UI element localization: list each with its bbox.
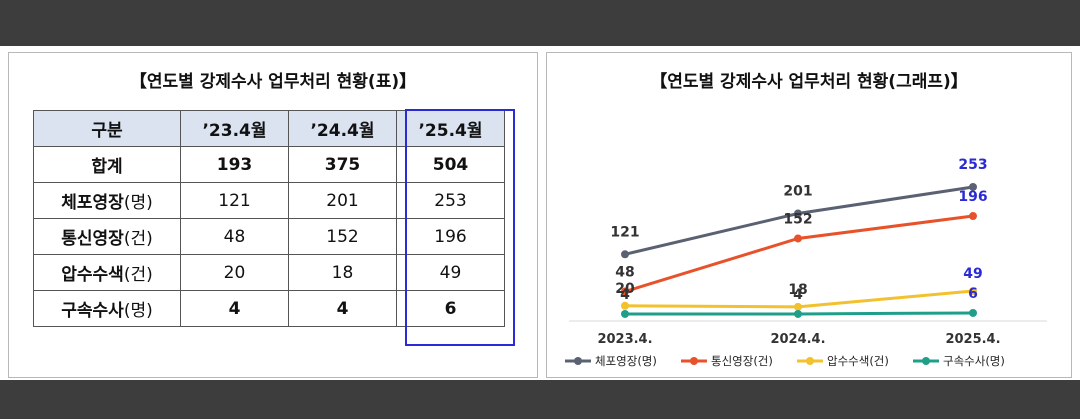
table-cell: 196 [396, 218, 505, 255]
table-cell: 201 [288, 182, 397, 219]
table-panel: 【연도별 강제수사 업무처리 현황(표)】 구분 ’23.4월 ’24.4월 ’… [8, 52, 538, 378]
legend-label: 압수수색(건) [827, 354, 889, 368]
table-cell: 504 [396, 146, 505, 183]
row-label: 구속수사(명) [33, 290, 181, 327]
data-point [969, 212, 977, 221]
data-point [621, 287, 629, 296]
table-row: 합계 193 375 504 [33, 146, 505, 183]
table-title: 【연도별 강제수사 업무처리 현황(표)】 [129, 72, 417, 92]
table-cell: 4 [288, 290, 397, 327]
data-label: 152 [783, 211, 812, 227]
data-label: 253 [958, 157, 987, 173]
header-cell: ’24.4월 [288, 110, 397, 147]
x-tick-label: 2025.4. [945, 332, 1000, 347]
table-row: 체포영장(명) 121 201 253 [33, 182, 505, 219]
data-table: 구분 ’23.4월 ’24.4월 ’25.4월 합계 193 375 504 체… [33, 110, 505, 327]
data-label: 18 [788, 282, 807, 298]
data-point [621, 250, 629, 259]
table-cell: 193 [180, 146, 289, 183]
data-point [621, 309, 629, 318]
legend-swatch-marker [690, 357, 698, 365]
legend-label: 통신영장(건) [711, 354, 773, 368]
table-row: 구속수사(명) 4 4 6 [33, 290, 505, 327]
data-point [969, 308, 977, 317]
table-cell: 48 [180, 218, 289, 255]
data-label: 196 [958, 189, 987, 205]
table-row: 통신영장(건) 48 152 196 [33, 218, 505, 255]
header-cell: ’23.4월 [180, 110, 289, 147]
table-cell: 20 [180, 254, 289, 291]
row-label: 통신영장(건) [33, 218, 181, 255]
legend-swatch-marker [806, 357, 814, 365]
table-row: 압수수색(건) 20 18 49 [33, 254, 505, 291]
legend-label: 구속수사(명) [943, 354, 1005, 368]
data-label: 201 [783, 183, 812, 199]
x-tick-label: 2024.4. [770, 332, 825, 347]
table-cell: 49 [396, 254, 505, 291]
content-panel: 【연도별 강제수사 업무처리 현황(표)】 구분 ’23.4월 ’24.4월 ’… [0, 46, 1080, 380]
data-point [794, 309, 802, 318]
data-point [969, 182, 977, 191]
row-label: 압수수색(건) [33, 254, 181, 291]
table-cell: 253 [396, 182, 505, 219]
data-label: 48 [615, 265, 634, 281]
table-cell: 6 [396, 290, 505, 327]
data-point [794, 209, 802, 218]
row-label: 합계 [33, 146, 181, 183]
data-label: 121 [610, 224, 639, 240]
data-point [969, 287, 977, 296]
data-label: 4 [620, 287, 630, 303]
header-cell: 구분 [33, 110, 181, 147]
legend-label: 체포영장(명) [595, 354, 657, 368]
data-label: 4 [793, 287, 803, 303]
chart-title: 【연도별 강제수사 업무처리 현황(그래프)】 [650, 72, 968, 92]
chart-panel: 【연도별 강제수사 업무처리 현황(그래프)】 2023.4. 2024.4. 20… [546, 52, 1072, 378]
x-tick-label: 2023.4. [597, 332, 652, 347]
row-label: 체포영장(명) [33, 182, 181, 219]
header-cell: ’25.4월 [396, 110, 505, 147]
data-point [794, 302, 802, 311]
data-point [621, 301, 629, 310]
table-cell: 121 [180, 182, 289, 219]
table-cell: 375 [288, 146, 397, 183]
data-label: 49 [963, 266, 982, 282]
table-cell: 152 [288, 218, 397, 255]
data-label: 6 [968, 286, 978, 302]
legend-swatch-marker [922, 357, 930, 365]
data-point [794, 234, 802, 243]
legend-swatch-marker [574, 357, 582, 365]
line-chart: 2023.4. 2024.4. 2025.4. 121 201 253 48 152 196 20… [565, 157, 1047, 368]
table-cell: 18 [288, 254, 397, 291]
data-label: 20 [615, 281, 635, 297]
table-cell: 4 [180, 290, 289, 327]
table-header-row: 구분 ’23.4월 ’24.4월 ’25.4월 [33, 110, 505, 147]
